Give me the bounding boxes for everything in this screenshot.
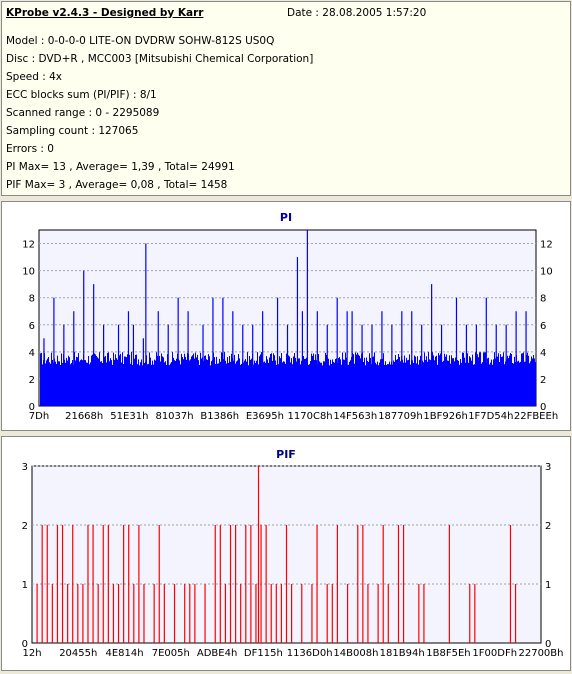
pi-x-tick-label: 21668h [65, 411, 103, 422]
pi-y-tick-label-right: 6 [540, 321, 546, 332]
app-title: KProbe v2.4.3 - Designed by Karr [6, 7, 204, 19]
pi-x-tick-label: 1F7D54h [468, 411, 513, 422]
pi-y-tick-label-right: 12 [540, 240, 553, 251]
scan-date: Date : 28.08.2005 1:57:20 [287, 7, 427, 19]
pif-chart-panel: PIF 0 0 1 1 2 2 3 3 12h 20455h 4E814h 7E005h ADBE4h D… [1, 436, 571, 671]
info-sampling: Sampling count : 127065 [6, 125, 139, 137]
pi-x-tick-label: 22FBEEh [514, 411, 558, 422]
pif-y-tick-label: 3 [22, 462, 28, 473]
pif-x-tick-label: 1F00DFh [472, 648, 517, 659]
info-ecc: ECC blocks sum (PI/PIF) : 8/1 [6, 89, 157, 101]
info-range: Scanned range : 0 - 2295089 [6, 107, 160, 119]
pi-y-tick-label: 10 [22, 267, 35, 278]
pif-y-tick-label: 2 [22, 521, 28, 532]
pif-x-tick-label: 14B008h [333, 648, 378, 659]
pi-y-tick-label-right: 0 [540, 402, 546, 413]
pif-x-tick-label: 4E814h [105, 648, 143, 659]
pi-x-tick-label: 1170C8h [288, 411, 333, 422]
pi-x-tick-label: 7Dh [29, 411, 49, 422]
pif-y-tick-label-right: 2 [545, 521, 551, 532]
pi-x-tick-label: 81037h [155, 411, 193, 422]
pif-x-tick-label: ADBE4h [197, 648, 237, 659]
pi-x-tick-label: 51E31h [110, 411, 148, 422]
pi-y-tick-label-right: 8 [540, 294, 546, 305]
pif-x-tick-label: 20455h [59, 648, 97, 659]
pi-y-tick-label: 8 [29, 294, 35, 305]
pif-x-tick-label: 7E005h [152, 648, 190, 659]
info-model: Model : 0-0-0-0 LITE-ON DVDRW SOHW-812S … [6, 35, 275, 47]
pif-x-tick-label: DF115h [244, 648, 283, 659]
pif-chart: PIF 0 0 1 1 2 2 3 3 12h 20455h 4E814h 7E005h ADBE4h D… [22, 448, 564, 659]
pi-y-tick-label: 12 [22, 240, 35, 251]
pif-x-tick-label: 1136D0h [287, 648, 333, 659]
pi-y-tick-label-right: 10 [540, 267, 553, 278]
pif-y-tick-label-right: 3 [545, 462, 551, 473]
info-speed: Speed : 4x [6, 71, 63, 83]
pif-y-tick-label-right: 1 [545, 580, 551, 591]
pi-x-tick-label: 187709h [378, 411, 423, 422]
info-disc: Disc : DVD+R , MCC003 [Mitsubishi Chemic… [6, 53, 314, 65]
pi-y-tick-label: 0 [29, 402, 35, 413]
pi-y-tick-label-right: 2 [540, 375, 546, 386]
info-panel: KProbe v2.4.3 - Designed by Karr Date : … [1, 1, 571, 196]
pif-y-tick-label: 0 [22, 639, 28, 650]
pif-x-tick-label: 22700Bh [518, 648, 563, 659]
pif-chart-title: PIF [276, 448, 296, 461]
pif-x-tick-label: 12h [22, 648, 41, 659]
pif-x-tick-label: 1B8F5Eh [426, 648, 470, 659]
pi-y-tick-label: 2 [29, 375, 35, 386]
pi-chart-panel: PI 0 0 2 2 4 4 6 6 8 8 10 10 12 12 7Dh 21668h 51E31h 8103… [1, 201, 571, 431]
pi-x-tick-label: E3695h [246, 411, 284, 422]
info-errors: Errors : 0 [6, 143, 54, 155]
pi-chart: PI 0 0 2 2 4 4 6 6 8 8 10 10 12 12 7Dh 21668h 51E31h 8103… [22, 211, 558, 422]
info-pi-stats: PI Max= 13 , Average= 1,39 , Total= 2499… [6, 161, 235, 173]
pi-y-tick-label: 4 [29, 348, 35, 359]
pi-x-tick-label: 14F563h [333, 411, 377, 422]
pif-y-tick-label: 1 [22, 580, 28, 591]
pif-x-tick-label: 181B94h [380, 648, 425, 659]
pi-y-tick-label-right: 4 [540, 348, 546, 359]
pif-y-tick-label-right: 0 [545, 639, 551, 650]
pi-x-tick-label: B1386h [200, 411, 239, 422]
pi-chart-title: PI [280, 211, 292, 224]
pi-x-tick-label: 1BF926h [423, 411, 467, 422]
info-pif-stats: PIF Max= 3 , Average= 0,08 , Total= 1458 [6, 179, 228, 191]
pi-y-tick-label: 6 [29, 321, 35, 332]
